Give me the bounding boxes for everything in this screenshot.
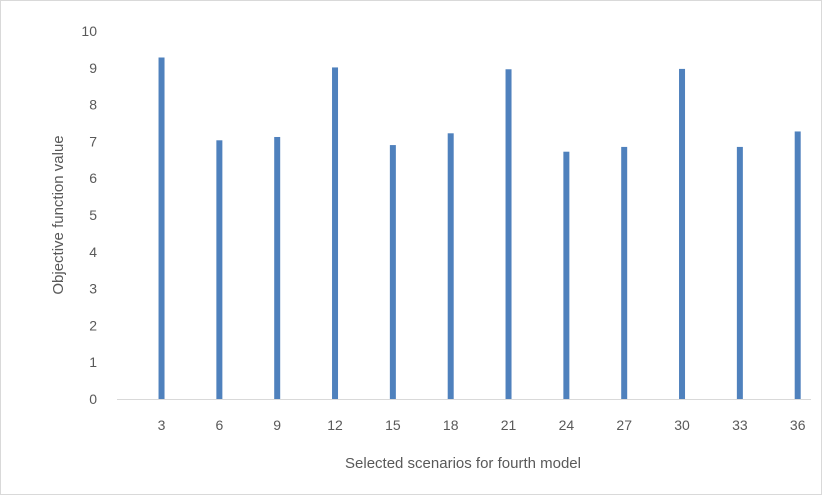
x-tick-label: 18 bbox=[443, 417, 459, 433]
bar-30 bbox=[679, 68, 686, 400]
x-tick-label: 36 bbox=[790, 417, 806, 433]
y-tick-label: 4 bbox=[89, 244, 97, 260]
y-tick-label: 9 bbox=[89, 60, 97, 76]
x-axis-ticks: 3 6 9 12 15 18 21 24 27 30 33 36 bbox=[158, 417, 806, 433]
x-tick-label: 9 bbox=[273, 417, 281, 433]
x-tick-label: 6 bbox=[215, 417, 223, 433]
bar-21 bbox=[505, 69, 512, 399]
y-tick-label: 8 bbox=[89, 97, 97, 113]
bar-3 bbox=[158, 57, 165, 399]
y-axis-ticks: 0 1 2 3 4 5 6 7 8 9 10 bbox=[81, 23, 97, 407]
x-tick-label: 33 bbox=[732, 417, 748, 433]
y-tick-label: 1 bbox=[89, 354, 97, 370]
x-tick-label: 27 bbox=[616, 417, 632, 433]
x-tick-label: 24 bbox=[559, 417, 575, 433]
y-tick-label: 7 bbox=[89, 133, 97, 149]
y-tick-label: 5 bbox=[89, 207, 97, 223]
bar-33 bbox=[736, 146, 743, 399]
x-axis-title: Selected scenarios for fourth model bbox=[345, 455, 581, 472]
bar-27 bbox=[621, 146, 628, 399]
x-tick-label: 12 bbox=[327, 417, 343, 433]
x-tick-label: 3 bbox=[158, 417, 166, 433]
y-tick-label: 10 bbox=[81, 23, 97, 39]
bars bbox=[158, 57, 801, 400]
x-tick-label: 15 bbox=[385, 417, 401, 433]
bar-15 bbox=[389, 145, 396, 399]
y-axis-title: Objective function value bbox=[50, 135, 67, 294]
bar-18 bbox=[447, 133, 454, 399]
bar-12 bbox=[332, 67, 339, 399]
bar-36 bbox=[794, 131, 801, 400]
x-tick-label: 21 bbox=[501, 417, 517, 433]
y-tick-label: 3 bbox=[89, 281, 97, 297]
bar-6 bbox=[216, 140, 223, 399]
y-tick-label: 2 bbox=[89, 317, 97, 333]
x-tick-label: 30 bbox=[674, 417, 690, 433]
y-tick-label: 6 bbox=[89, 170, 97, 186]
bar-9 bbox=[274, 136, 281, 399]
y-tick-label: 0 bbox=[89, 391, 97, 407]
bar-24 bbox=[563, 151, 570, 399]
